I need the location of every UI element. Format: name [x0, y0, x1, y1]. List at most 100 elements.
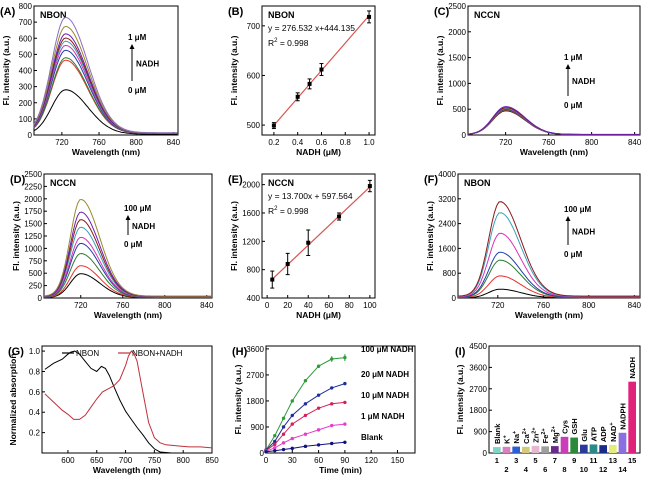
bar-label: Cys [561, 420, 570, 434]
bar [580, 444, 588, 453]
r-squared: R2 = 0.998 [268, 206, 309, 216]
series-line [33, 16, 178, 134]
panel-c: (C) 0 500 1000 1500 2000 2500 720 760 800 840 Wavel… [434, 2, 642, 157]
y-tick-label: 4000 [438, 170, 456, 179]
x-tick-label: 600 [61, 456, 75, 465]
bar [609, 444, 617, 453]
y-tick-label: 2500 [448, 2, 466, 11]
y-tick-label: 1200 [242, 237, 260, 246]
y-axis-label: Fl. intensity (a.u.) [233, 364, 243, 434]
y-tick-label: 600 [19, 34, 33, 43]
data-point [367, 184, 372, 189]
data-point [316, 406, 321, 410]
x-tick-label: 0 [264, 456, 269, 465]
data-point [273, 433, 277, 438]
y-tick-label: 1500 [448, 54, 466, 63]
x-tick-label: 700 [119, 456, 133, 465]
y-tick-label: 900 [474, 428, 488, 437]
category-label: 7 [553, 456, 557, 465]
data-point [290, 436, 294, 441]
y-tick-label: 2250 [24, 182, 42, 191]
panel-i: (I) 0 900 1800 2700 3600 4500 Fl. intensity (a.… [455, 342, 641, 474]
data-point [303, 444, 308, 449]
annotation-bottom: 0 μM [564, 101, 583, 110]
plot-frame [261, 5, 376, 136]
data-point [271, 123, 276, 128]
y-tick-label: 400 [19, 67, 33, 76]
data-point [295, 94, 300, 99]
annotation-top: 1 μM [128, 33, 147, 42]
annotation-bottom: 0 μM [124, 240, 143, 249]
x-tick-label: 0.2 [268, 138, 280, 147]
category-label: 1 [495, 456, 499, 465]
bar [541, 446, 549, 453]
y-tick-label: 0 [38, 294, 43, 303]
r-squared-value: = 0.998 [277, 38, 308, 48]
data-point [343, 440, 347, 444]
y-tick-label: 0.6 [29, 388, 41, 397]
series-line [467, 108, 640, 135]
legend-entry: NBON+NADH [132, 349, 183, 358]
x-tick-label: 720 [499, 138, 513, 147]
y-tick-label: 800 [443, 269, 457, 278]
bar [493, 447, 501, 453]
plot-frame [457, 173, 641, 299]
bar-label: ADP [599, 426, 608, 442]
data-point [343, 422, 347, 426]
y-tick-label: 750 [29, 257, 43, 266]
y-tick-label: 500 [19, 50, 33, 59]
series-line [44, 350, 212, 454]
y-tick-label: 400 [247, 294, 261, 303]
y-axis-label: Fl. intensity (a.u.) [229, 35, 239, 105]
data-point [316, 428, 321, 432]
y-tick-label: 600 [247, 71, 261, 80]
y-axis-label: Fl. intensity (a.u.) [455, 364, 465, 434]
series-line [43, 226, 212, 298]
data-point [303, 432, 308, 436]
y-tick-label: 2000 [448, 28, 466, 37]
bar-label-main: K [503, 438, 512, 444]
series-line [467, 108, 640, 135]
data-point [367, 14, 372, 19]
y-tick-label: 1000 [448, 79, 466, 88]
x-tick-label: 40 [304, 301, 313, 310]
bar-label: Zn2+ [532, 427, 541, 442]
x-tick-label: 840 [628, 301, 642, 310]
bar-label: NADH [628, 357, 637, 379]
x-axis-label: Wavelength (nm) [520, 147, 588, 157]
x-tick-label: 90 [340, 456, 349, 465]
series-line [467, 110, 640, 135]
data-point [303, 379, 308, 383]
annotation-bottom: 0 μM [564, 250, 583, 259]
panel-title: NCCN [268, 178, 294, 188]
panel-label: (F) [424, 174, 438, 186]
data-point [290, 446, 294, 451]
annotation-label: NADH [136, 60, 159, 69]
bar-label: Fe2+ [541, 428, 550, 443]
panel-label: (G) [8, 346, 24, 358]
bar [589, 444, 598, 453]
panel-h: (H) 0 900 1800 2700 3600 0 30 60 90 120 150 Time (mi… [232, 345, 416, 475]
data-point [303, 402, 308, 406]
series-label: Blank [361, 433, 383, 442]
panel-label: (H) [232, 346, 248, 358]
data-point [273, 446, 277, 450]
panel-g: (G) 0.2 0.4 0.6 0.8 1.0 600 650 700 750 800 850 Wave… [8, 345, 219, 475]
series-line [265, 401, 345, 452]
bar-label-main: NADPH [619, 403, 628, 430]
y-axis-label: Normalized absorption [8, 353, 18, 445]
r-squared: R2 = 0.998 [268, 38, 309, 48]
category-label: 4 [524, 465, 529, 474]
x-tick-label: 1.0 [363, 138, 375, 147]
fit-equation: y = 13.700x + 597.564 [268, 191, 353, 201]
data-point [343, 400, 347, 405]
bar-label-charge: + [503, 435, 509, 438]
x-tick-label: 0.4 [292, 138, 304, 147]
x-tick-label: 800 [585, 138, 599, 147]
x-tick-label: 0.6 [316, 138, 328, 147]
r-squared-exponent: 2 [274, 206, 278, 212]
data-point [285, 261, 290, 266]
annotation-label: NADH [572, 77, 595, 86]
y-tick-label: 3600 [469, 363, 487, 372]
